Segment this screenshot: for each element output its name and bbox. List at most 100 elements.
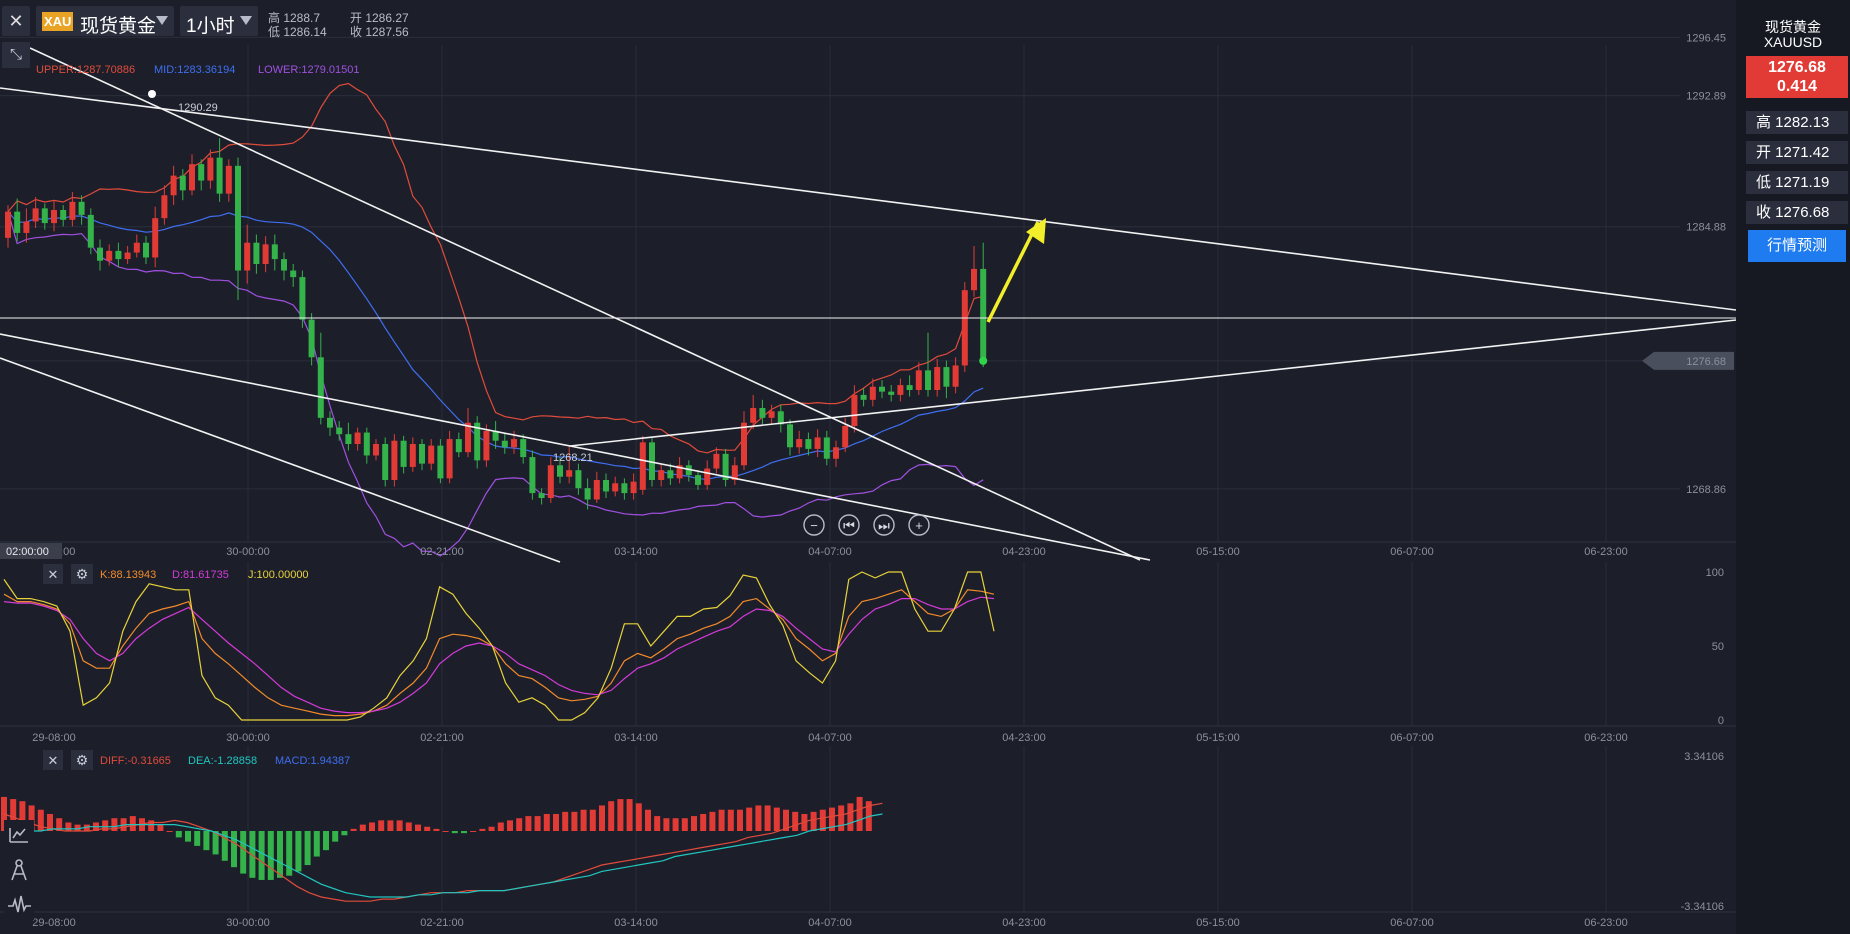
macd-bar	[157, 824, 164, 831]
x-tick-label: 06-23:00	[1584, 917, 1627, 929]
macd-bar	[378, 820, 385, 831]
trend-line	[29, 47, 1141, 561]
y-tick-label: 1276.68	[1686, 356, 1726, 368]
candle-body	[437, 445, 444, 479]
candle-body	[290, 270, 297, 278]
ohlc-high: 高 1288.7	[268, 11, 321, 25]
legend-lower: LOWER:1279.01501	[258, 64, 360, 76]
macd-bar	[221, 831, 228, 861]
candle-body	[32, 208, 39, 222]
macd-bar	[231, 831, 237, 868]
candle-body	[529, 457, 536, 494]
quote-panel: 现货黄金 XAUUSD 1276.68 0.414 高 1282.13 开 12…	[1736, 0, 1850, 934]
macd-bar	[194, 831, 201, 846]
candle-body	[115, 250, 122, 260]
macd-bar	[534, 816, 541, 831]
x-tick-label: 06-07:00	[1390, 732, 1433, 744]
indicator-chart-icon[interactable]	[4, 820, 34, 850]
macd-bar	[10, 799, 17, 831]
chart-background	[0, 0, 1736, 934]
candle-body	[106, 250, 113, 261]
candle-body	[69, 201, 76, 220]
candle-body	[216, 157, 223, 194]
macd-bar	[323, 831, 329, 851]
candle-body	[566, 470, 573, 477]
quote-code: XAUUSD	[1763, 34, 1823, 50]
price-change: 0.414	[1776, 78, 1818, 95]
forecast-button[interactable]: 行情预测	[1748, 230, 1846, 262]
kdj-k-line	[3, 589, 995, 717]
candle-body	[327, 417, 333, 428]
macd-bar	[645, 809, 651, 831]
candle-body	[455, 439, 462, 453]
macd-bar	[829, 807, 835, 831]
stat-high: 高 1282.13	[1746, 111, 1848, 134]
macd-bar	[599, 805, 605, 831]
candle-body	[971, 268, 977, 291]
candle-body	[777, 411, 784, 425]
macd-bar	[286, 831, 293, 876]
candle-body	[161, 195, 168, 219]
candle-body	[713, 453, 720, 469]
stat-open: 开 1271.42	[1746, 141, 1848, 164]
candle-body	[409, 444, 416, 467]
candle-body	[373, 444, 379, 456]
candle-body	[308, 319, 315, 358]
macd-bar	[580, 809, 587, 831]
x-tick-label: 02-21:00	[420, 732, 463, 744]
legend-d: D:81.61735	[172, 569, 229, 581]
x-tick-label: 03-14:00	[614, 732, 657, 744]
candle-body	[869, 386, 876, 400]
candle-body	[428, 445, 435, 464]
candle-body	[170, 175, 177, 196]
symbol-select[interactable]: XAU 现货黄金	[36, 6, 174, 37]
candle-body	[667, 470, 674, 479]
macd-bar	[571, 811, 578, 831]
candle-body	[382, 444, 389, 480]
macd-bar	[783, 809, 789, 831]
kdj-d-line	[3, 596, 995, 714]
candle-body	[741, 422, 747, 466]
macd-bar	[19, 801, 26, 831]
candle-body	[51, 210, 57, 224]
macd-bar	[1, 796, 7, 831]
period-select[interactable]: 1小时	[180, 6, 258, 37]
macd-bar	[332, 831, 339, 842]
macd-bar	[718, 809, 725, 831]
candle-body	[695, 475, 701, 485]
macd-bar	[479, 828, 486, 831]
legend-upper: UPPER:1287.70886	[36, 64, 135, 76]
candle-body	[704, 468, 711, 485]
macd-dea-line	[3, 813, 883, 898]
drawing-tool-icon[interactable]	[4, 856, 34, 886]
x-tick-label: 04-23:00	[1002, 546, 1045, 558]
close-button[interactable]: ✕	[2, 6, 30, 36]
chart-canvas[interactable]: 1296.45 1292.89 1284.88 1276.68 1268.86 UPPER…	[0, 0, 1736, 934]
y-tick-label: 1292.89	[1686, 91, 1726, 103]
x-tick-label: 02-21:00	[420, 546, 463, 558]
x-tick-label: 04-07:00	[808, 732, 851, 744]
candle-body	[823, 437, 830, 459]
quote-name: 现货黄金	[1765, 19, 1821, 35]
macd-bar	[792, 811, 799, 831]
candle-body	[23, 221, 30, 233]
x-tick-label: 30-00:00	[226, 917, 269, 929]
candle-body	[649, 442, 655, 480]
candle-body	[759, 408, 766, 418]
candle-body	[639, 442, 646, 490]
macd-bar	[203, 831, 210, 851]
oscillator-icon[interactable]	[4, 890, 34, 920]
macd-bar	[442, 831, 449, 832]
candle-body	[630, 481, 637, 494]
trend-line	[0, 87, 1736, 311]
kdj-y-tick: 100	[1706, 567, 1724, 579]
candle-body	[980, 268, 987, 361]
macd-bar	[424, 826, 431, 831]
candle-body	[888, 391, 895, 395]
macd-bar	[240, 831, 247, 874]
close-icon: ✕	[48, 753, 59, 768]
macd-bar	[148, 820, 155, 831]
collapse-icon[interactable]: ⤡	[2, 42, 30, 68]
macd-bar	[856, 796, 863, 831]
